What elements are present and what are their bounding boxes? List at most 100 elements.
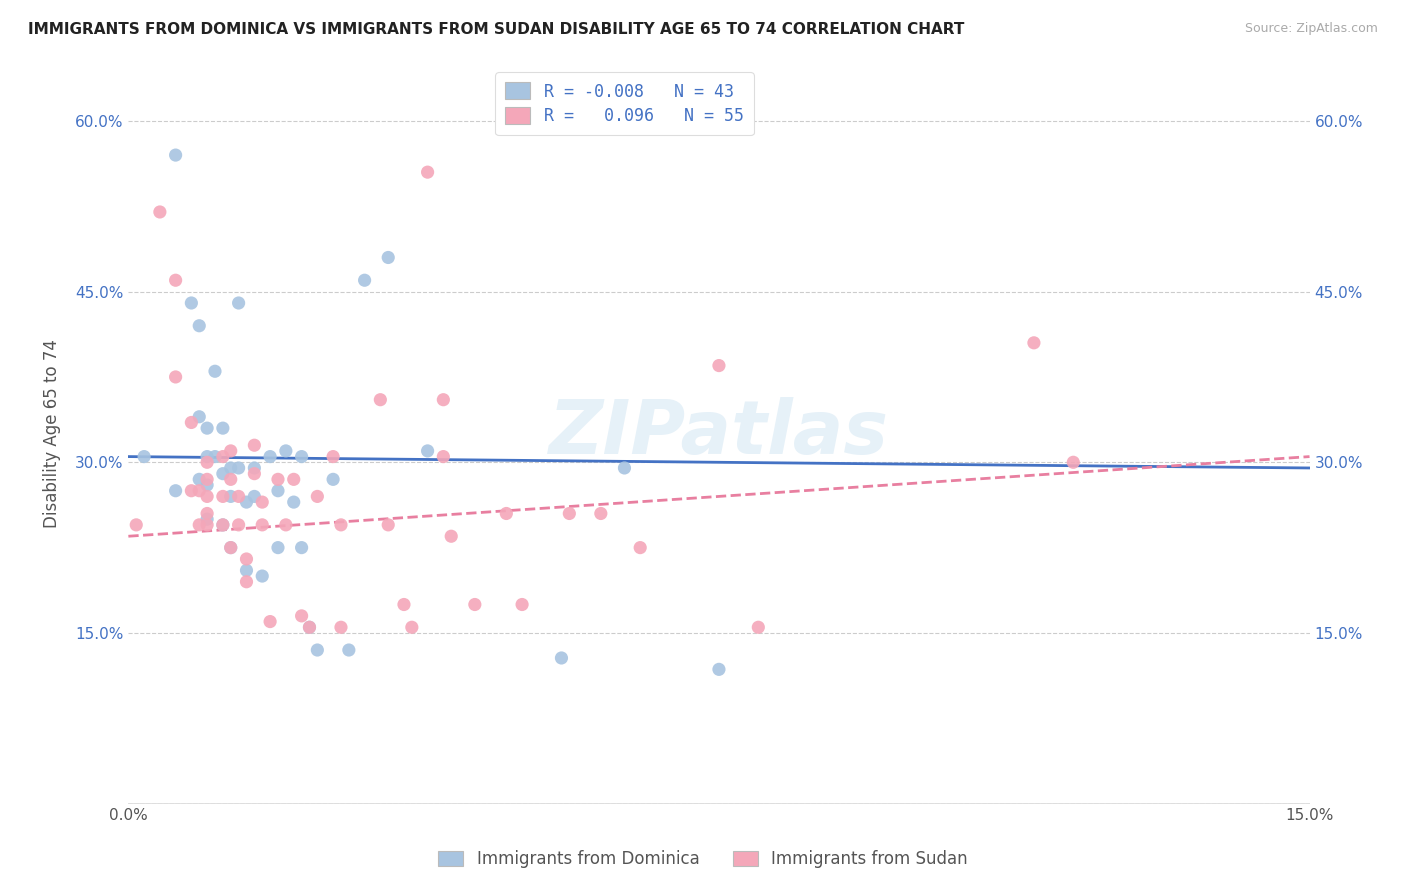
Point bbox=[283, 495, 305, 509]
Point bbox=[416, 165, 439, 179]
Point bbox=[589, 507, 612, 521]
Point bbox=[219, 490, 242, 504]
Point bbox=[510, 598, 533, 612]
Legend: Immigrants from Dominica, Immigrants from Sudan: Immigrants from Dominica, Immigrants fro… bbox=[432, 844, 974, 875]
Point bbox=[195, 455, 218, 469]
Point bbox=[558, 507, 581, 521]
Point bbox=[550, 651, 572, 665]
Point bbox=[212, 421, 235, 435]
Point bbox=[195, 517, 218, 532]
Point bbox=[188, 409, 211, 424]
Point bbox=[125, 517, 148, 532]
Point bbox=[195, 478, 218, 492]
Point bbox=[1062, 455, 1084, 469]
Point bbox=[440, 529, 463, 543]
Point bbox=[274, 517, 297, 532]
Point bbox=[212, 490, 235, 504]
Point bbox=[228, 517, 250, 532]
Point bbox=[495, 507, 517, 521]
Point bbox=[432, 450, 454, 464]
Point bbox=[195, 512, 218, 526]
Point bbox=[416, 444, 439, 458]
Point bbox=[401, 620, 423, 634]
Point bbox=[330, 517, 353, 532]
Point bbox=[188, 483, 211, 498]
Point bbox=[212, 450, 235, 464]
Point bbox=[291, 608, 314, 623]
Point bbox=[392, 598, 415, 612]
Legend: R = -0.008   N = 43, R =   0.096   N = 55: R = -0.008 N = 43, R = 0.096 N = 55 bbox=[495, 72, 754, 136]
Point bbox=[180, 416, 202, 430]
Point bbox=[252, 517, 274, 532]
Point bbox=[243, 461, 266, 475]
Point bbox=[353, 273, 375, 287]
Point bbox=[228, 296, 250, 310]
Point bbox=[134, 450, 156, 464]
Point bbox=[219, 444, 242, 458]
Point bbox=[267, 541, 290, 555]
Point bbox=[235, 495, 257, 509]
Point bbox=[298, 620, 321, 634]
Point bbox=[180, 296, 202, 310]
Point bbox=[235, 552, 257, 566]
Point bbox=[291, 541, 314, 555]
Point bbox=[322, 472, 344, 486]
Point bbox=[188, 472, 211, 486]
Point bbox=[219, 472, 242, 486]
Point bbox=[252, 495, 274, 509]
Point bbox=[377, 251, 399, 265]
Point bbox=[235, 563, 257, 577]
Point bbox=[204, 450, 226, 464]
Point bbox=[212, 517, 235, 532]
Point bbox=[298, 620, 321, 634]
Point bbox=[267, 483, 290, 498]
Point bbox=[219, 541, 242, 555]
Y-axis label: Disability Age 65 to 74: Disability Age 65 to 74 bbox=[44, 339, 60, 528]
Point bbox=[707, 359, 730, 373]
Point bbox=[464, 598, 486, 612]
Point bbox=[195, 450, 218, 464]
Point bbox=[747, 620, 769, 634]
Point bbox=[212, 467, 235, 481]
Point bbox=[243, 467, 266, 481]
Point bbox=[613, 461, 636, 475]
Point bbox=[195, 472, 218, 486]
Point bbox=[188, 517, 211, 532]
Point bbox=[283, 472, 305, 486]
Point bbox=[204, 364, 226, 378]
Point bbox=[165, 483, 187, 498]
Point bbox=[432, 392, 454, 407]
Point bbox=[228, 490, 250, 504]
Point bbox=[252, 569, 274, 583]
Point bbox=[180, 483, 202, 498]
Point bbox=[149, 205, 172, 219]
Point bbox=[243, 490, 266, 504]
Point bbox=[707, 662, 730, 676]
Point bbox=[188, 318, 211, 333]
Point bbox=[165, 148, 187, 162]
Point bbox=[235, 574, 257, 589]
Point bbox=[267, 472, 290, 486]
Text: IMMIGRANTS FROM DOMINICA VS IMMIGRANTS FROM SUDAN DISABILITY AGE 65 TO 74 CORREL: IMMIGRANTS FROM DOMINICA VS IMMIGRANTS F… bbox=[28, 22, 965, 37]
Text: Source: ZipAtlas.com: Source: ZipAtlas.com bbox=[1244, 22, 1378, 36]
Point bbox=[243, 438, 266, 452]
Point bbox=[291, 450, 314, 464]
Point bbox=[337, 643, 360, 657]
Point bbox=[212, 517, 235, 532]
Point bbox=[219, 541, 242, 555]
Point bbox=[1022, 335, 1045, 350]
Point bbox=[377, 517, 399, 532]
Point bbox=[165, 370, 187, 384]
Point bbox=[228, 461, 250, 475]
Point bbox=[307, 643, 329, 657]
Point bbox=[195, 490, 218, 504]
Point bbox=[259, 615, 281, 629]
Point bbox=[307, 490, 329, 504]
Point bbox=[195, 507, 218, 521]
Point bbox=[330, 620, 353, 634]
Point bbox=[274, 444, 297, 458]
Point bbox=[195, 421, 218, 435]
Point bbox=[628, 541, 651, 555]
Point bbox=[259, 450, 281, 464]
Text: ZIPatlas: ZIPatlas bbox=[548, 397, 889, 470]
